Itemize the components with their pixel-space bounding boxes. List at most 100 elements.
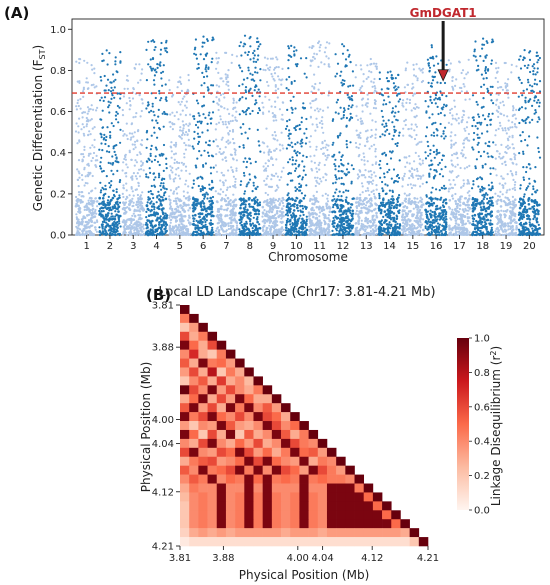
snp-point — [395, 119, 397, 121]
snp-point — [371, 119, 373, 121]
snp-point — [96, 107, 98, 109]
snp-point — [177, 226, 180, 229]
snp-point — [412, 83, 414, 85]
snp-point — [359, 197, 361, 199]
snp-point — [117, 105, 119, 107]
snp-point — [83, 60, 85, 62]
snp-point — [344, 173, 346, 175]
snp-point — [396, 95, 398, 97]
snp-point — [440, 112, 442, 114]
snp-point — [262, 141, 264, 143]
snp-point — [147, 201, 149, 203]
snp-point — [318, 219, 321, 222]
snp-point — [86, 182, 88, 184]
snp-point — [420, 178, 422, 180]
snp-point — [164, 187, 166, 189]
snp-point — [356, 207, 358, 209]
snp-point — [158, 173, 160, 175]
snp-point — [304, 195, 306, 197]
snp-point — [173, 123, 175, 125]
snp-point — [178, 101, 180, 103]
snp-point — [345, 189, 347, 191]
snp-point — [252, 206, 255, 209]
snp-point — [105, 188, 107, 190]
snp-point — [351, 164, 353, 166]
snp-point — [127, 138, 129, 140]
snp-point — [76, 122, 78, 124]
snp-point — [103, 195, 105, 197]
snp-point — [319, 108, 321, 110]
snp-point — [336, 233, 339, 236]
snp-point — [244, 211, 247, 214]
snp-point — [253, 182, 255, 184]
snp-point — [433, 135, 435, 137]
snp-point — [156, 63, 158, 65]
snp-point — [295, 129, 297, 131]
snp-point — [91, 69, 93, 71]
snp-point — [239, 113, 241, 115]
snp-point — [309, 198, 312, 201]
snp-point — [206, 38, 208, 40]
snp-point — [346, 215, 349, 218]
snp-point — [250, 223, 253, 226]
snp-point — [358, 232, 361, 235]
snp-point — [76, 108, 78, 110]
snp-point — [439, 189, 441, 191]
snp-point — [228, 233, 231, 236]
snp-point — [384, 210, 387, 213]
snp-point — [411, 123, 413, 125]
snp-point — [305, 223, 308, 226]
snp-point — [300, 184, 302, 186]
snp-point — [414, 220, 416, 222]
snp-point — [355, 76, 357, 78]
snp-point — [290, 234, 292, 236]
snp-point — [227, 187, 229, 189]
snp-point — [127, 80, 129, 82]
snp-point — [91, 213, 94, 216]
snp-point — [433, 202, 436, 205]
snp-point — [340, 204, 343, 207]
snp-point — [165, 96, 167, 98]
snp-point — [115, 115, 117, 117]
snp-point — [184, 215, 187, 218]
snp-point — [291, 156, 293, 158]
snp-point — [393, 212, 396, 215]
snp-point — [207, 86, 209, 88]
snp-point — [325, 179, 327, 181]
snp-point — [234, 151, 236, 153]
snp-point — [78, 62, 80, 64]
snp-point — [127, 88, 129, 90]
snp-point — [335, 111, 337, 113]
snp-point — [355, 201, 358, 204]
snp-point — [115, 222, 118, 225]
snp-point — [82, 123, 84, 125]
snp-point — [340, 82, 342, 84]
snp-point — [349, 85, 351, 87]
snp-point — [263, 201, 265, 203]
snp-point — [424, 151, 426, 153]
snp-point — [264, 214, 267, 217]
snp-point — [219, 115, 221, 117]
snp-point — [125, 159, 127, 161]
snp-point — [267, 175, 269, 177]
snp-point — [232, 225, 235, 228]
snp-point — [335, 228, 337, 230]
snp-point — [433, 226, 435, 228]
snp-point — [172, 128, 174, 130]
snp-point — [124, 155, 126, 157]
snp-point — [217, 61, 219, 63]
snp-point — [254, 71, 256, 73]
snp-point — [86, 214, 89, 217]
snp-point — [146, 205, 149, 208]
snp-point — [203, 150, 205, 152]
snp-point — [430, 164, 432, 166]
snp-point — [193, 220, 195, 222]
snp-point — [243, 43, 245, 45]
snp-point — [222, 80, 224, 82]
snp-point — [292, 163, 294, 165]
snp-point — [159, 164, 161, 166]
snp-point — [288, 129, 290, 131]
snp-point — [223, 184, 225, 186]
snp-point — [394, 232, 397, 235]
snp-point — [306, 76, 308, 78]
